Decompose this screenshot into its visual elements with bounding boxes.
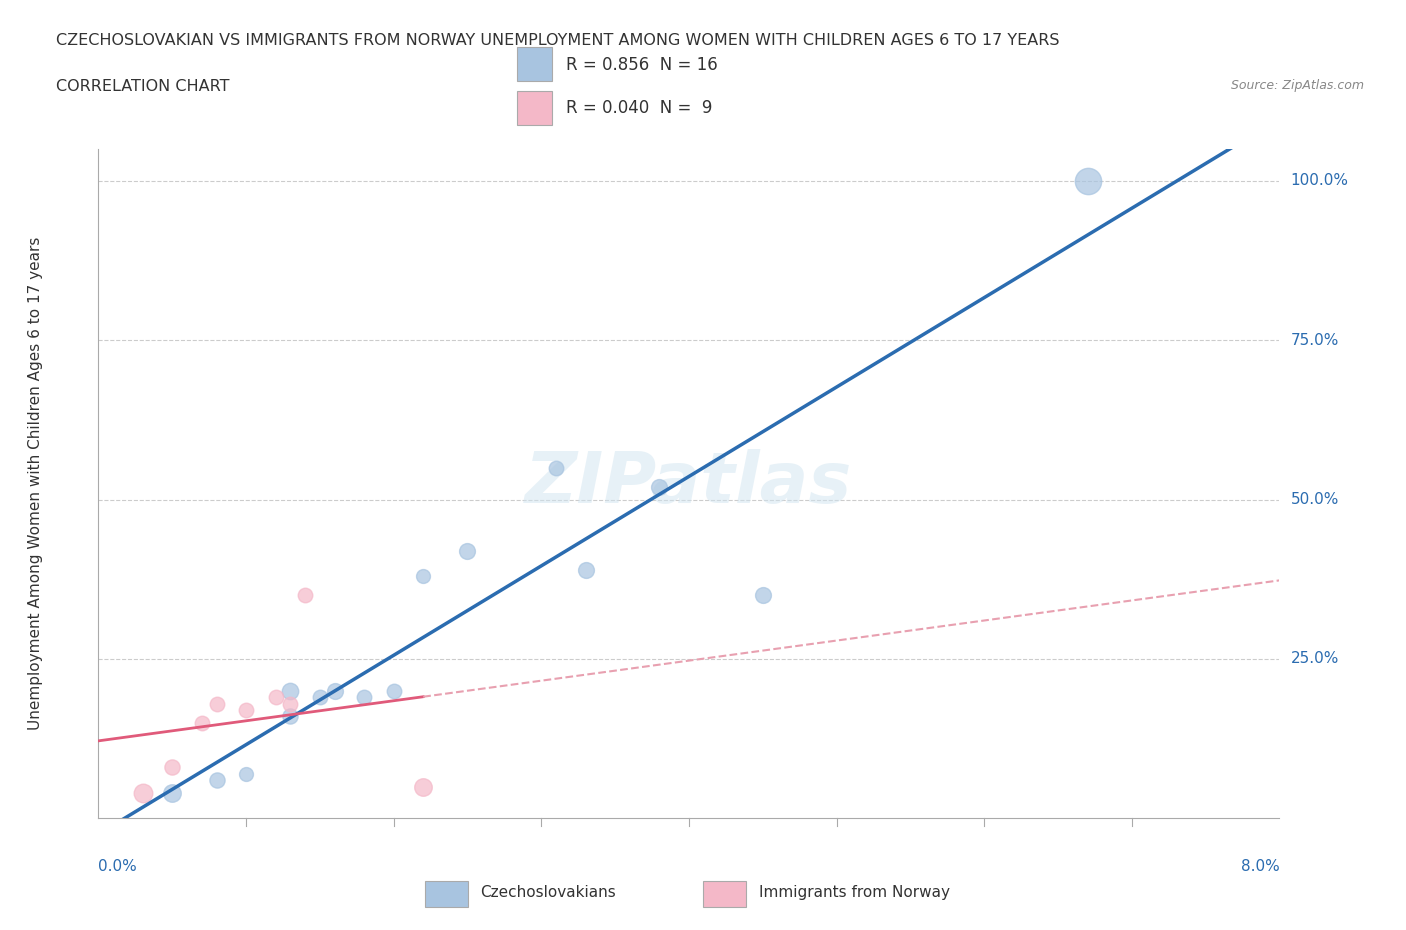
Point	[574, 563, 596, 578]
Text: Source: ZipAtlas.com: Source: ZipAtlas.com	[1230, 79, 1364, 92]
Point	[278, 709, 301, 724]
Point	[456, 543, 478, 558]
Point	[235, 766, 257, 781]
Point	[294, 588, 316, 603]
Point	[205, 773, 228, 788]
Text: ZIPatlas: ZIPatlas	[526, 449, 852, 518]
Point	[308, 690, 332, 705]
Point	[412, 568, 434, 583]
Text: CZECHOSLOVAKIAN VS IMMIGRANTS FROM NORWAY UNEMPLOYMENT AMONG WOMEN WITH CHILDREN: CZECHOSLOVAKIAN VS IMMIGRANTS FROM NORWA…	[56, 33, 1060, 47]
Text: 25.0%: 25.0%	[1291, 652, 1339, 667]
Point	[162, 786, 183, 801]
FancyBboxPatch shape	[517, 47, 551, 81]
Point	[1077, 173, 1099, 188]
Point	[648, 479, 671, 494]
Point	[412, 779, 434, 794]
Text: Czechoslovakians: Czechoslovakians	[481, 885, 616, 900]
Text: Immigrants from Norway: Immigrants from Norway	[759, 885, 949, 900]
Text: 75.0%: 75.0%	[1291, 333, 1339, 348]
FancyBboxPatch shape	[425, 882, 468, 907]
Text: 50.0%: 50.0%	[1291, 492, 1339, 507]
Point	[278, 697, 301, 711]
Text: Unemployment Among Women with Children Ages 6 to 17 years: Unemployment Among Women with Children A…	[28, 237, 42, 730]
Text: R = 0.040  N =  9: R = 0.040 N = 9	[565, 100, 713, 117]
Point	[162, 760, 183, 775]
Point	[205, 697, 228, 711]
Point	[544, 460, 567, 475]
Point	[382, 684, 405, 698]
Point	[323, 684, 346, 698]
Point	[132, 786, 155, 801]
FancyBboxPatch shape	[703, 882, 747, 907]
Point	[235, 702, 257, 717]
Text: 0.0%: 0.0%	[98, 858, 138, 873]
Point	[751, 588, 773, 603]
Point	[278, 684, 301, 698]
Text: R = 0.856  N = 16: R = 0.856 N = 16	[565, 56, 717, 73]
Text: CORRELATION CHART: CORRELATION CHART	[56, 79, 229, 94]
Point	[264, 690, 287, 705]
Text: 100.0%: 100.0%	[1291, 173, 1348, 188]
FancyBboxPatch shape	[517, 91, 551, 126]
Point	[191, 715, 214, 730]
Text: 8.0%: 8.0%	[1240, 858, 1279, 873]
Point	[353, 690, 375, 705]
